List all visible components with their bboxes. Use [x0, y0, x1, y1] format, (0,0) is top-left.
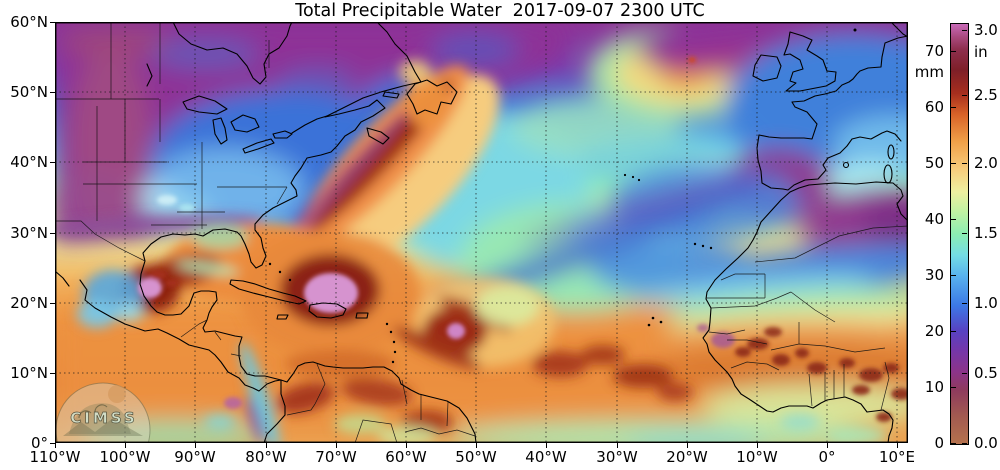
colorbar-in-tick	[962, 373, 967, 374]
lat-tick	[50, 22, 55, 23]
lon-tick-label: 110°W	[29, 448, 81, 466]
lon-tick-label: 60°W	[385, 448, 427, 466]
lat-tick	[50, 233, 55, 234]
coastlines	[55, 22, 908, 443]
lat-tick-label: 0°	[30, 434, 48, 452]
colorbar-mm-tick	[951, 51, 956, 52]
colorbar-mm-label: 10	[924, 378, 944, 396]
colorbar-in-label: 1.0	[974, 294, 998, 312]
page-title: Total Precipitable Water 2017-09-07 2300…	[295, 1, 705, 21]
colorbar-unit-mm: mm	[914, 63, 944, 81]
map-plot-area: CIMSS	[55, 22, 908, 443]
colorbar-mm-tick	[951, 443, 956, 444]
colorbar-in-label: 2.5	[974, 86, 998, 104]
lon-tick	[897, 443, 898, 448]
colorbar-mm-label: 70	[924, 42, 944, 60]
lat-tick-label: 20°N	[10, 294, 48, 312]
lon-tick	[125, 443, 126, 448]
cimss-logo-sun-icon	[108, 385, 126, 403]
lon-tick-label: 70°W	[315, 448, 357, 466]
colorbar-in-tick	[962, 303, 967, 304]
lat-tick-label: 30°N	[10, 224, 48, 242]
lon-tick	[476, 443, 477, 448]
colorbar-mm-label: 30	[924, 266, 944, 284]
island-dots	[268, 28, 857, 364]
lon-tick-label: 40°W	[525, 448, 567, 466]
colorbar	[950, 23, 969, 445]
colorbar-mm-tick	[951, 107, 956, 108]
colorbar-mm-tick	[951, 387, 956, 388]
lon-tick	[827, 443, 828, 448]
political-borders	[55, 22, 908, 443]
colorbar-mm-label: 60	[924, 98, 944, 116]
lat-tick	[50, 443, 55, 444]
colorbar-mm-tick	[951, 219, 956, 220]
lon-tick	[406, 443, 407, 448]
colorbar-in-tick	[962, 95, 967, 96]
colorbar-in-tick	[962, 30, 967, 31]
lat-tick	[50, 373, 55, 374]
lon-tick	[266, 443, 267, 448]
lon-tick-label: 30°W	[596, 448, 638, 466]
colorbar-in-label: 0.0	[974, 434, 998, 452]
colorbar-in-label: 2.0	[974, 154, 998, 172]
tpw-map: CIMSS	[55, 22, 908, 443]
lon-tick	[195, 443, 196, 448]
colorbar-in-label: 3.0	[974, 21, 998, 39]
lat-tick	[50, 303, 55, 304]
colorbar-mm-label: 20	[924, 322, 944, 340]
lon-tick-label: 90°W	[174, 448, 216, 466]
cimss-logo-mountains	[63, 418, 143, 436]
lon-tick-label: 0°	[818, 448, 836, 466]
cimss-logo-text: CIMSS	[70, 409, 137, 427]
lat-tick-label: 50°N	[10, 83, 48, 101]
lon-tick-label: 50°W	[455, 448, 497, 466]
lon-tick	[687, 443, 688, 448]
cimss-logo-dish-icons	[78, 404, 108, 419]
colorbar-in-label: 0.5	[974, 364, 998, 382]
colorbar-in-tick	[962, 233, 967, 234]
colorbar-mm-label: 50	[924, 154, 944, 172]
lon-tick	[617, 443, 618, 448]
lon-tick-label: 20°W	[666, 448, 708, 466]
colorbar-in-label: 1.5	[974, 224, 998, 242]
lon-tick-label: 80°W	[245, 448, 287, 466]
lon-tick	[546, 443, 547, 448]
colorbar-mm-tick	[951, 275, 956, 276]
lon-tick	[55, 443, 56, 448]
lon-tick-label: 100°W	[99, 448, 151, 466]
colorbar-mm-tick	[951, 331, 956, 332]
colorbar-unit-in: in	[974, 43, 988, 61]
cimss-logo: CIMSS	[55, 382, 151, 443]
colorbar-in-tick	[962, 443, 967, 444]
lon-tick	[336, 443, 337, 448]
map-frame	[55, 22, 908, 443]
lat-tick	[50, 92, 55, 93]
colorbar-in-tick	[962, 163, 967, 164]
lat-tick	[50, 162, 55, 163]
lon-tick	[757, 443, 758, 448]
colorbar-mm-label: 0	[934, 434, 944, 452]
lon-tick-label: 10°E	[878, 448, 916, 466]
lat-tick-label: 10°N	[10, 364, 48, 382]
lat-tick-label: 40°N	[10, 153, 48, 171]
colorbar-mm-label: 40	[924, 210, 944, 228]
lat-tick-label: 60°N	[10, 13, 48, 31]
colorbar-mm-tick	[951, 163, 956, 164]
lon-tick-label: 10°W	[736, 448, 778, 466]
